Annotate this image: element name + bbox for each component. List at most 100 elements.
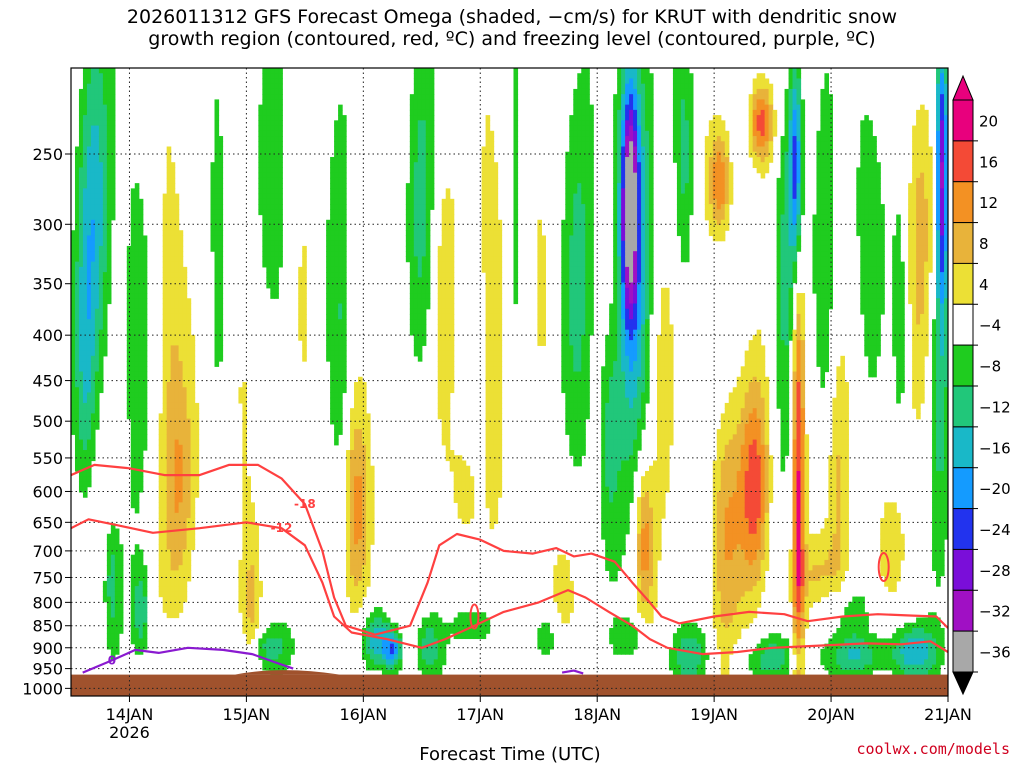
omega-cell: [569, 266, 574, 273]
omega-cell: [577, 177, 582, 184]
omega-cell: [138, 340, 144, 346]
omega-cell: [270, 225, 275, 231]
omega-cell: [86, 115, 92, 121]
omega-cell: [166, 408, 172, 414]
omega-cell: [166, 371, 172, 378]
omega-cell: [561, 591, 566, 598]
omega-cell: [585, 115, 590, 121]
omega-cell: [625, 115, 630, 121]
omega-cell: [489, 361, 495, 367]
omega-cell: [282, 654, 287, 660]
omega-cell: [342, 177, 347, 184]
omega-cell: [621, 209, 626, 216]
omega-cell: [358, 387, 363, 394]
omega-cell: [493, 491, 499, 498]
omega-cell: [130, 293, 136, 299]
omega-cell: [541, 282, 546, 289]
omega-cell: [485, 261, 491, 268]
omega-cell: [86, 88, 92, 95]
omega-cell: [338, 287, 343, 294]
omega-cell: [166, 518, 172, 524]
omega-cell: [425, 68, 431, 74]
omega-cell: [577, 230, 582, 237]
omega-cell: [429, 643, 435, 650]
omega-cell: [218, 329, 224, 336]
omega-cell: [258, 109, 263, 116]
omega-cell: [182, 565, 188, 571]
omega-cell: [110, 559, 116, 566]
omega-cell: [601, 476, 606, 483]
omega-cell: [170, 518, 176, 524]
omega-cell: [621, 413, 626, 420]
omega-cell: [493, 387, 499, 394]
omega-cell: [338, 198, 343, 205]
omega-cell: [82, 141, 88, 148]
omega-cell: [282, 659, 287, 666]
omega-cell: [565, 376, 570, 383]
omega-cell: [90, 402, 96, 409]
omega-cell: [369, 470, 375, 477]
omega-cell: [334, 313, 339, 320]
omega-cell: [278, 120, 283, 127]
omega-cell: [449, 319, 455, 326]
omega-cell: [441, 397, 447, 404]
omega-cell: [94, 141, 100, 148]
omega-cell: [326, 340, 331, 346]
omega-cell: [214, 266, 220, 273]
omega-cell: [385, 633, 391, 640]
omega-cell: [106, 256, 112, 263]
omega-cell: [218, 340, 224, 346]
omega-cell: [441, 225, 447, 231]
omega-cell: [174, 539, 180, 545]
omega-cell: [330, 413, 335, 420]
omega-cell: [134, 549, 140, 556]
omega-cell: [585, 120, 590, 127]
omega-cell: [601, 423, 606, 430]
omega-cell: [338, 408, 343, 414]
omega-cell: [86, 272, 92, 278]
omega-cell: [354, 559, 359, 566]
omega-cell: [493, 465, 499, 472]
omega-cell: [585, 256, 590, 263]
omega-cell: [409, 308, 415, 315]
omega-cell: [78, 382, 84, 388]
omega-cell: [441, 329, 447, 336]
omega-cell: [613, 413, 618, 420]
omega-cell: [565, 151, 570, 158]
omega-cell: [569, 272, 574, 278]
omega-cell: [565, 167, 570, 174]
omega-cell: [86, 245, 92, 252]
omega-cell: [190, 512, 196, 519]
omega-cell: [182, 444, 188, 451]
omega-cell: [573, 382, 578, 388]
omega-cell: [493, 209, 499, 216]
omega-cell: [350, 507, 355, 514]
omega-cell: [346, 476, 351, 483]
omega-cell: [581, 256, 586, 263]
omega-cell: [82, 104, 88, 111]
omega-cell: [106, 130, 112, 137]
omega-cell: [342, 225, 347, 231]
omega-cell: [102, 596, 108, 603]
omega-cell: [589, 324, 594, 331]
omega-cell: [142, 361, 148, 367]
omega-cell: [182, 277, 188, 284]
omega-cell: [441, 230, 447, 237]
omega-cell: [421, 94, 427, 100]
omega-cell: [409, 209, 415, 216]
omega-cell: [405, 251, 411, 257]
omega-cell: [445, 245, 451, 252]
omega-cell: [334, 350, 339, 357]
omega-cell: [218, 225, 224, 231]
omega-cell: [561, 251, 566, 257]
omega-cell: [485, 402, 491, 409]
omega-cell: [421, 293, 427, 299]
omega-cell: [282, 638, 287, 645]
omega-cell: [589, 251, 594, 257]
omega-cell: [130, 444, 136, 451]
omega-cell: [338, 141, 343, 148]
omega-cell: [605, 565, 610, 571]
omega-cell: [489, 507, 495, 514]
omega-cell: [617, 507, 622, 514]
omega-cell: [441, 366, 447, 373]
